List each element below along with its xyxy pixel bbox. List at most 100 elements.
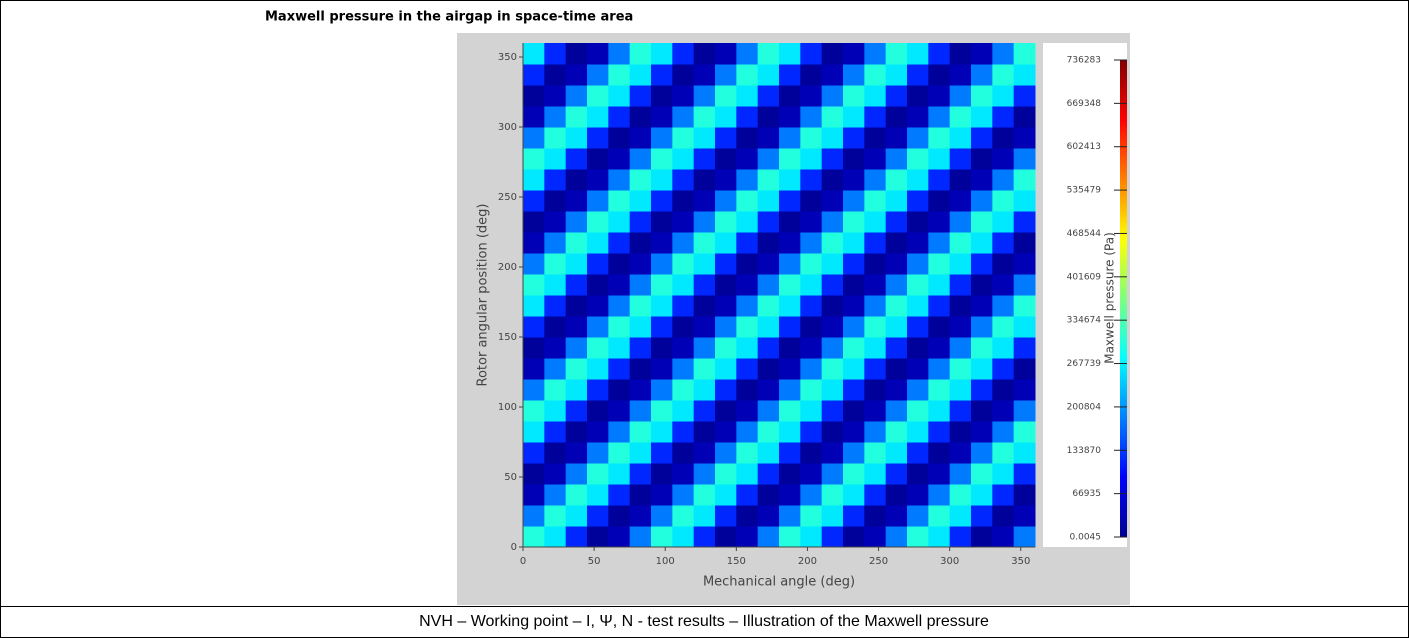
heat-cell bbox=[800, 295, 823, 317]
heat-cell bbox=[992, 211, 1015, 233]
heat-cell bbox=[843, 400, 865, 422]
heat-cell bbox=[629, 64, 652, 86]
heat-cell bbox=[1013, 106, 1036, 128]
heat-cell bbox=[757, 169, 780, 191]
heat-cell bbox=[928, 274, 951, 296]
heat-cell bbox=[949, 526, 972, 548]
heat-cell bbox=[693, 337, 716, 359]
heat-cell bbox=[971, 43, 993, 65]
heat-cell bbox=[907, 127, 929, 149]
heat-cell bbox=[779, 64, 801, 86]
heat-cell bbox=[587, 484, 609, 506]
heat-cell bbox=[992, 85, 1015, 107]
heat-cell bbox=[971, 526, 993, 548]
heat-cell bbox=[779, 253, 801, 275]
heat-cell bbox=[736, 400, 759, 422]
heat-cell bbox=[715, 526, 737, 548]
heat-cell bbox=[672, 526, 695, 548]
heat-cell bbox=[821, 274, 844, 296]
heat-cell bbox=[885, 295, 908, 317]
heat-cell bbox=[843, 127, 865, 149]
colorbar-title: Maxwell pressure (Pa) bbox=[1103, 232, 1117, 364]
heat-cell bbox=[907, 505, 929, 527]
heat-cell bbox=[544, 43, 567, 65]
heat-cell bbox=[800, 127, 823, 149]
heat-cell bbox=[715, 211, 737, 233]
heat-cell bbox=[565, 106, 588, 128]
heat-cell bbox=[928, 148, 951, 170]
heat-cell bbox=[800, 211, 823, 233]
heat-cell bbox=[544, 526, 567, 548]
heat-cell bbox=[608, 211, 631, 233]
heat-cell bbox=[971, 400, 993, 422]
heat-cell bbox=[565, 148, 588, 170]
heat-cell bbox=[544, 463, 567, 485]
heat-cell bbox=[949, 400, 972, 422]
heat-cell bbox=[629, 211, 652, 233]
heat-cell bbox=[1013, 253, 1036, 275]
heat-cell bbox=[757, 379, 780, 401]
heat-cell bbox=[800, 442, 823, 464]
heat-cell bbox=[885, 526, 908, 548]
heat-cell bbox=[651, 127, 673, 149]
heat-cell bbox=[651, 64, 673, 86]
heat-cell bbox=[544, 484, 567, 506]
heat-cell bbox=[992, 190, 1015, 212]
heat-cell bbox=[587, 148, 609, 170]
heat-cell bbox=[971, 148, 993, 170]
heat-cell bbox=[629, 400, 652, 422]
heat-cell bbox=[779, 337, 801, 359]
heat-cell bbox=[523, 295, 545, 317]
heat-cell bbox=[523, 43, 545, 65]
heat-cell bbox=[672, 379, 695, 401]
heat-cell bbox=[651, 484, 673, 506]
heat-cell bbox=[1013, 295, 1036, 317]
heat-cell bbox=[949, 85, 972, 107]
heat-cell bbox=[715, 127, 737, 149]
heat-cell bbox=[843, 190, 865, 212]
heat-cell bbox=[843, 484, 865, 506]
heat-cell bbox=[992, 526, 1015, 548]
heat-cell bbox=[821, 358, 844, 380]
heat-cell bbox=[864, 106, 887, 128]
heat-cell bbox=[843, 274, 865, 296]
heat-cell bbox=[885, 148, 908, 170]
colorbar-tick-label: 535479 bbox=[1067, 186, 1102, 196]
heat-cell bbox=[907, 211, 929, 233]
y-tick-label: 50 bbox=[504, 472, 517, 483]
heat-cell bbox=[992, 169, 1015, 191]
heat-cell bbox=[885, 85, 908, 107]
heat-cell bbox=[736, 463, 759, 485]
heat-cell bbox=[565, 274, 588, 296]
x-tick-label: 0 bbox=[520, 556, 526, 567]
heat-cell bbox=[672, 316, 695, 338]
heat-cell bbox=[992, 463, 1015, 485]
heat-cell bbox=[608, 337, 631, 359]
heat-cell bbox=[523, 358, 545, 380]
heat-cell bbox=[779, 505, 801, 527]
heat-cell bbox=[715, 400, 737, 422]
heat-cell bbox=[864, 43, 887, 65]
heat-cell bbox=[629, 253, 652, 275]
heat-cell bbox=[651, 358, 673, 380]
heat-cell bbox=[992, 505, 1015, 527]
heat-cell bbox=[1013, 148, 1036, 170]
heat-cell bbox=[757, 421, 780, 443]
heat-cell bbox=[821, 211, 844, 233]
heat-cell bbox=[608, 442, 631, 464]
heat-cell bbox=[949, 442, 972, 464]
heat-cell bbox=[928, 295, 951, 317]
heat-cell bbox=[949, 337, 972, 359]
heat-cell bbox=[800, 64, 823, 86]
heat-cell bbox=[629, 505, 652, 527]
heat-cell bbox=[843, 43, 865, 65]
heat-cell bbox=[907, 316, 929, 338]
heat-cell bbox=[757, 463, 780, 485]
heat-cell bbox=[757, 43, 780, 65]
heat-cell bbox=[608, 316, 631, 338]
heat-cell bbox=[693, 85, 716, 107]
heat-cell bbox=[608, 484, 631, 506]
x-tick-label: 100 bbox=[656, 556, 675, 567]
heat-cell bbox=[672, 169, 695, 191]
heat-cell bbox=[693, 43, 716, 65]
